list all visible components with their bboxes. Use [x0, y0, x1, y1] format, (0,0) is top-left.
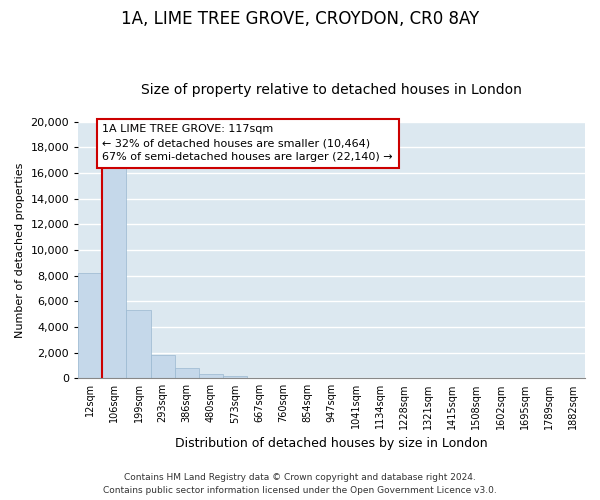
X-axis label: Distribution of detached houses by size in London: Distribution of detached houses by size …	[175, 437, 488, 450]
Bar	[223, 376, 247, 378]
Title: Size of property relative to detached houses in London: Size of property relative to detached ho…	[141, 83, 522, 97]
Bar	[151, 355, 175, 378]
Y-axis label: Number of detached properties: Number of detached properties	[15, 162, 25, 338]
Bar	[127, 310, 151, 378]
Bar	[175, 368, 199, 378]
Bar	[103, 166, 127, 378]
Text: 1A LIME TREE GROVE: 117sqm
← 32% of detached houses are smaller (10,464)
67% of : 1A LIME TREE GROVE: 117sqm ← 32% of deta…	[103, 124, 393, 162]
Bar	[199, 374, 223, 378]
Text: Contains HM Land Registry data © Crown copyright and database right 2024.
Contai: Contains HM Land Registry data © Crown c…	[103, 474, 497, 495]
Text: 1A, LIME TREE GROVE, CROYDON, CR0 8AY: 1A, LIME TREE GROVE, CROYDON, CR0 8AY	[121, 10, 479, 28]
Bar	[78, 273, 103, 378]
